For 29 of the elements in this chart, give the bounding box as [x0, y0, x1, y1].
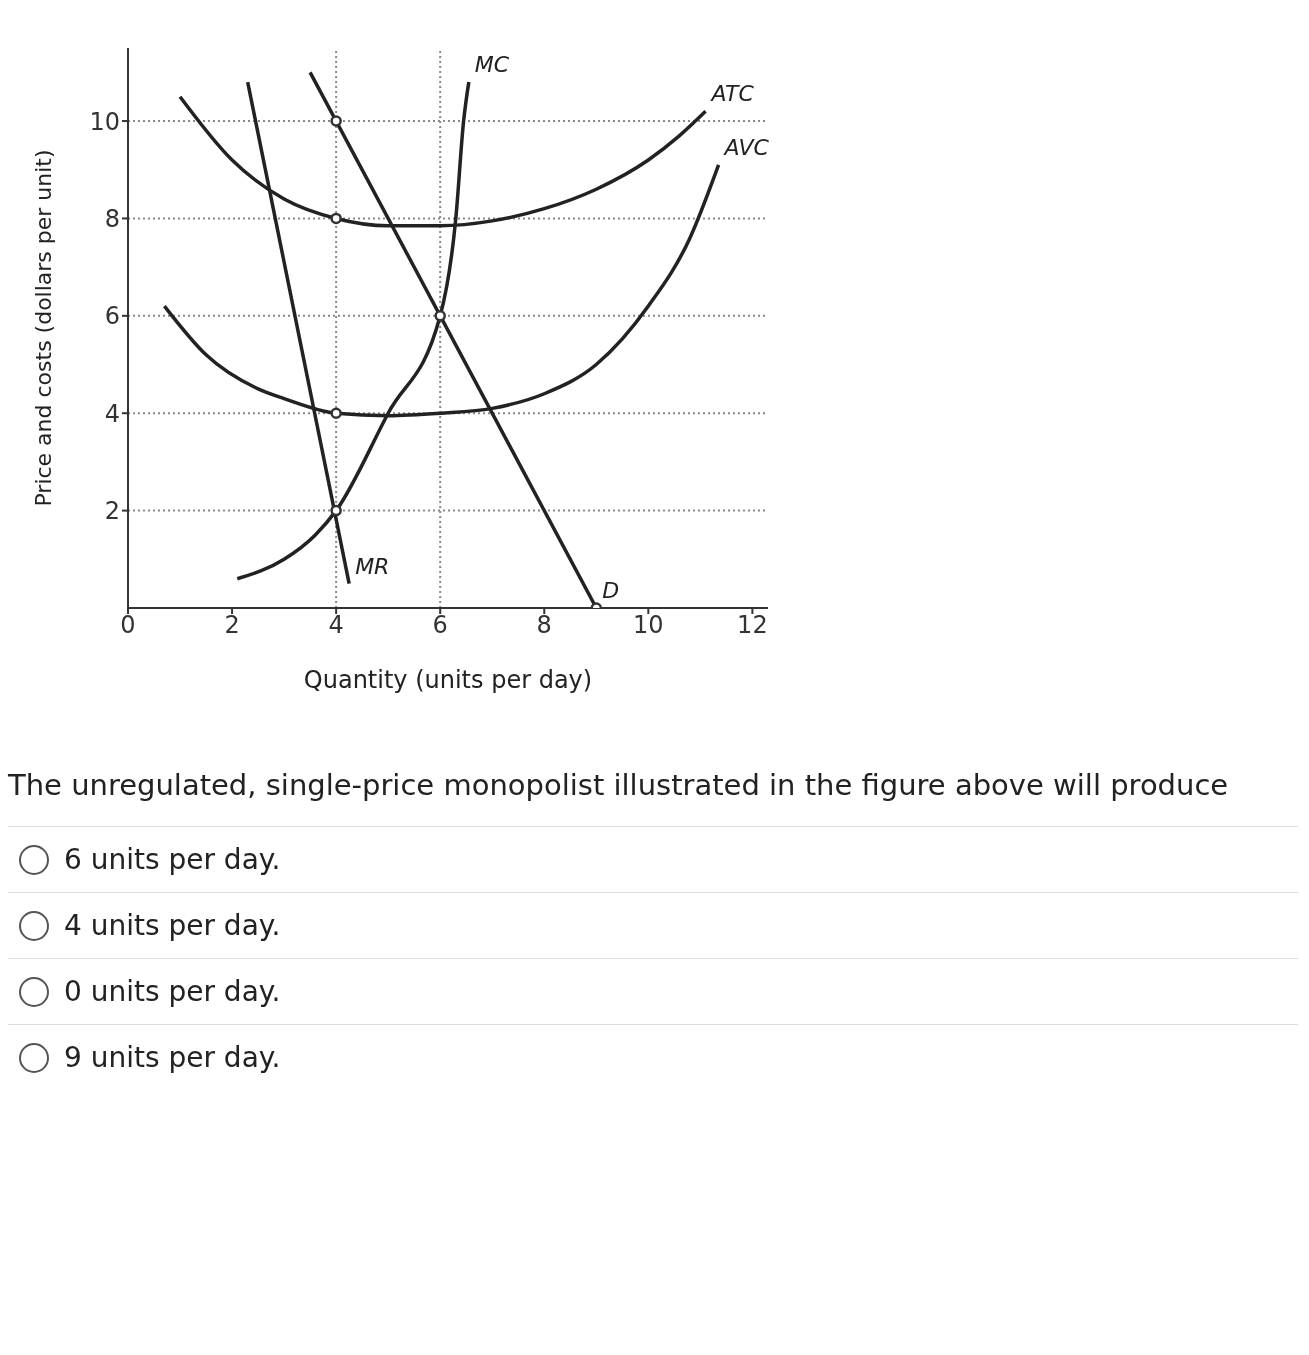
point [330, 212, 342, 225]
point [330, 115, 342, 127]
x-axis-title: Quantity (units per day) [303, 666, 593, 694]
y-axis-title: Price and costs (dollars per unit) [30, 149, 56, 507]
x-tick-label: 4 [328, 611, 344, 640]
series-label: MC [474, 52, 510, 78]
y-tick-label: 2 [104, 497, 120, 526]
text: 0 units per day. [64, 975, 281, 1008]
x-tick-label: 6 [432, 611, 448, 640]
x-tick-label: 8 [536, 611, 552, 640]
text: The unregulated, single-price monopolist illustrated in the figure above will produce [8, 768, 1230, 802]
text: 9 units per day. [64, 1041, 281, 1074]
point [330, 407, 342, 419]
y-tick-label: 8 [104, 204, 120, 233]
y-tick-label: 6 [104, 302, 120, 331]
text: 4 units per day. [64, 909, 281, 942]
text: 6 units per day. [64, 843, 281, 876]
x-tick-label: 2 [224, 611, 240, 640]
x-tick-label: 0 [120, 611, 136, 640]
series-label: D [602, 578, 620, 603]
y-tick-label: 4 [104, 399, 120, 428]
series-label: ATC [709, 81, 755, 107]
point [330, 504, 342, 517]
x-tick-label: 12 [737, 611, 768, 640]
series-label: AVC [722, 134, 770, 160]
series-label: MR [355, 553, 390, 579]
y-tick-label: 10 [89, 107, 120, 136]
x-tick-label: 10 [633, 611, 664, 640]
point [434, 310, 446, 322]
